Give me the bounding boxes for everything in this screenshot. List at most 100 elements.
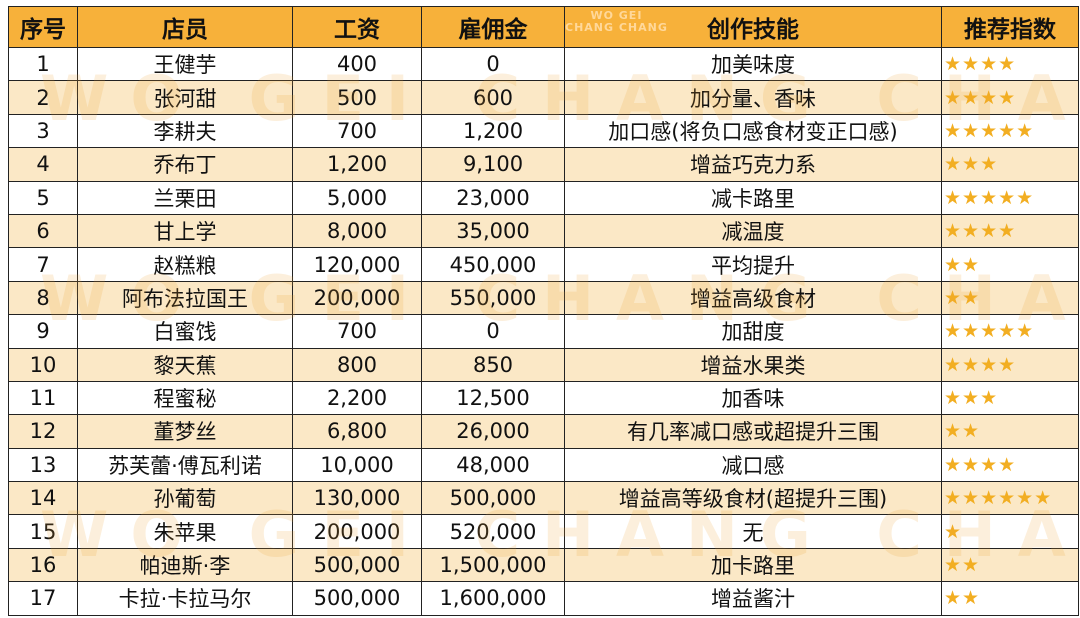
staff-name: 李耕夫 [77, 113, 293, 149]
staff-name: 阿布法拉国王 [77, 280, 293, 316]
row-index: 13 [8, 447, 78, 483]
salary: 500 [292, 80, 422, 115]
rating: ★★★★ [941, 347, 1079, 382]
row-index: 3 [8, 113, 78, 149]
table-row: 14 孙葡萄 130,000 500,000 增益高等级食材(超提升三围) ★★★★★★ [8, 481, 1079, 516]
salary: 2,200 [292, 380, 422, 416]
rating: ★★ [941, 280, 1079, 316]
staff-table: 序号 店员 工资 雇佣金 创作技能 推荐指数 1 王健芋 400 0 加美味度 ★★★★ 2 张河甜 500… [8, 6, 1079, 616]
row-index: 1 [8, 46, 78, 82]
rating: ★ [941, 514, 1079, 549]
row-index: 15 [8, 514, 78, 549]
column-header: 创作技能 [564, 6, 942, 48]
rating: ★★★★★★ [941, 481, 1079, 516]
row-index: 7 [8, 247, 78, 282]
salary: 130,000 [292, 481, 422, 516]
skill: 增益高等级食材(超提升三围) [564, 481, 942, 516]
rating: ★★★★★ [941, 180, 1079, 215]
rating: ★★★★ [941, 46, 1079, 82]
row-index: 2 [8, 80, 78, 115]
hire-fee: 12,500 [421, 380, 565, 416]
salary: 700 [292, 314, 422, 349]
row-index: 4 [8, 147, 78, 182]
column-header: 工资 [292, 6, 422, 48]
staff-name: 董梦丝 [77, 414, 293, 449]
staff-name: 程蜜秘 [77, 380, 293, 416]
table-row: 16 帕迪斯·李 500,000 1,500,000 加卡路里 ★★ [8, 547, 1079, 583]
column-header: 雇佣金 [421, 6, 565, 48]
salary: 5,000 [292, 180, 422, 215]
row-index: 12 [8, 414, 78, 449]
hire-fee: 850 [421, 347, 565, 382]
skill: 减温度 [564, 213, 942, 249]
watermark-text: WO GEI [590, 9, 643, 22]
skill: 加美味度 [564, 46, 942, 82]
skill: 加分量、香味 [564, 80, 942, 115]
skill: 有几率减口感或超提升三围 [564, 414, 942, 449]
table-row: 12 董梦丝 6,800 26,000 有几率减口感或超提升三围 ★★ [8, 414, 1079, 449]
rating: ★★ [941, 581, 1079, 616]
hire-fee: 0 [421, 46, 565, 82]
hire-fee: 1,600,000 [421, 581, 565, 616]
hire-fee: 1,500,000 [421, 547, 565, 583]
salary: 200,000 [292, 280, 422, 316]
hire-fee: 500,000 [421, 481, 565, 516]
skill: 增益酱汁 [564, 581, 942, 616]
staff-name: 帕迪斯·李 [77, 547, 293, 583]
skill: 加卡路里 [564, 547, 942, 583]
rating: ★★★★★ [941, 113, 1079, 149]
skill: 增益水果类 [564, 347, 942, 382]
header-watermark: WO GEI CHANG CHANG [565, 10, 668, 34]
table-row: 4 乔布丁 1,200 9,100 增益巧克力系 ★★★ [8, 147, 1079, 182]
rating: ★★ [941, 414, 1079, 449]
staff-name: 孙葡萄 [77, 481, 293, 516]
salary: 10,000 [292, 447, 422, 483]
table-row: 6 甘上学 8,000 35,000 减温度 ★★★★ [8, 213, 1079, 249]
rating: ★★★ [941, 147, 1079, 182]
skill: 无 [564, 514, 942, 549]
table-row: 17 卡拉·卡拉马尔 500,000 1,600,000 增益酱汁 ★★ [8, 581, 1079, 616]
row-index: 16 [8, 547, 78, 583]
table-row: 7 赵糕粮 120,000 450,000 平均提升 ★★ [8, 247, 1079, 282]
rating: ★★ [941, 547, 1079, 583]
staff-name: 黎天蕉 [77, 347, 293, 382]
salary: 6,800 [292, 414, 422, 449]
hire-fee: 26,000 [421, 414, 565, 449]
staff-name: 卡拉·卡拉马尔 [77, 581, 293, 616]
salary: 700 [292, 113, 422, 149]
skill: 加香味 [564, 380, 942, 416]
skill: 加甜度 [564, 314, 942, 349]
staff-name: 甘上学 [77, 213, 293, 249]
table-row: 1 王健芋 400 0 加美味度 ★★★★ [8, 46, 1079, 82]
table-row: 13 苏芙蕾·傅瓦利诺 10,000 48,000 减口感 ★★★★ [8, 447, 1079, 483]
hire-fee: 1,200 [421, 113, 565, 149]
hire-fee: 23,000 [421, 180, 565, 215]
row-index: 8 [8, 280, 78, 316]
table-body: 1 王健芋 400 0 加美味度 ★★★★ 2 张河甜 500 600 加分量、香味 ★★★★ 3 李耕夫… [8, 46, 1079, 616]
table-row: 10 黎天蕉 800 850 增益水果类 ★★★★ [8, 347, 1079, 382]
salary: 800 [292, 347, 422, 382]
staff-name: 兰栗田 [77, 180, 293, 215]
row-index: 5 [8, 180, 78, 215]
hire-fee: 450,000 [421, 247, 565, 282]
table-row: 2 张河甜 500 600 加分量、香味 ★★★★ [8, 80, 1079, 115]
rating: ★★★ [941, 380, 1079, 416]
skill: 减口感 [564, 447, 942, 483]
salary: 500,000 [292, 547, 422, 583]
hire-fee: 600 [421, 80, 565, 115]
staff-name: 乔布丁 [77, 147, 293, 182]
column-header: 店员 [77, 6, 293, 48]
staff-name: 张河甜 [77, 80, 293, 115]
hire-fee: 9,100 [421, 147, 565, 182]
hire-fee: 0 [421, 314, 565, 349]
table-row: 9 白蜜饯 700 0 加甜度 ★★★★★ [8, 314, 1079, 349]
hire-fee: 35,000 [421, 213, 565, 249]
salary: 200,000 [292, 514, 422, 549]
salary: 120,000 [292, 247, 422, 282]
rating: ★★★★ [941, 213, 1079, 249]
staff-name: 朱苹果 [77, 514, 293, 549]
salary: 8,000 [292, 213, 422, 249]
skill: 平均提升 [564, 247, 942, 282]
row-index: 6 [8, 213, 78, 249]
